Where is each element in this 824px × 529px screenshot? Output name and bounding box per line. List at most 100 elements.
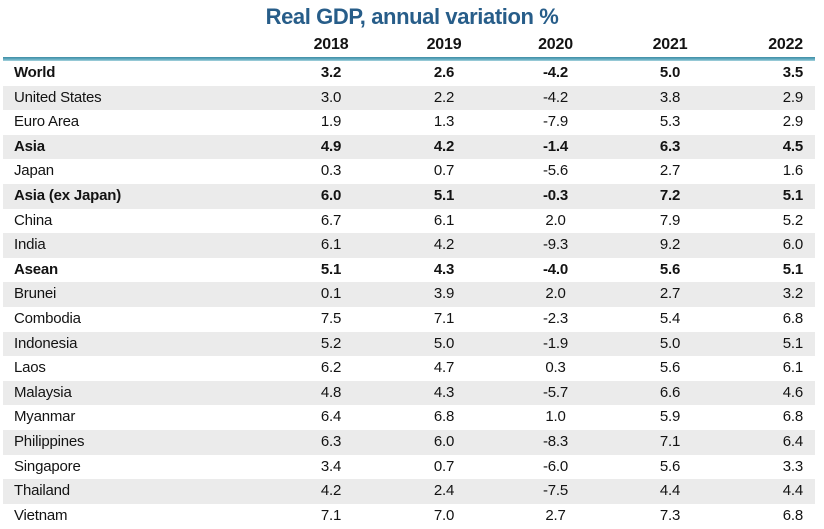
row-label: Combodia	[14, 309, 81, 327]
value-cell: 5.1	[782, 186, 803, 204]
value-cell: 6.1	[320, 236, 342, 254]
value-cell: 3.2	[320, 64, 342, 81]
value-cell: 6.3	[320, 432, 342, 450]
value-cell: 7.1	[433, 309, 455, 327]
value-cell: 6.8	[782, 506, 803, 524]
year-header-2019: 2019	[426, 36, 462, 53]
value-cell: 6.8	[782, 309, 803, 327]
value-cell: 6.0	[433, 432, 455, 450]
row-label: Laos	[14, 359, 46, 377]
table-row: Indonesia 5.2 5.0 -1.9 5.0 5.1	[3, 331, 815, 357]
value-cell: 5.1	[320, 260, 342, 278]
value-cell: -4.0	[542, 260, 569, 278]
value-cell: 5.1	[433, 186, 455, 204]
value-cell: 5.4	[659, 309, 681, 327]
year-header-2020: 2020	[538, 36, 573, 53]
value-cell: 5.1	[782, 334, 803, 352]
year-header-2021: 2021	[652, 36, 688, 53]
value-cell: 6.0	[320, 186, 342, 204]
value-cell: 6.4	[320, 408, 342, 426]
table-body: World 3.2 2.6 -4.2 5.0 3.5 United States…	[3, 61, 815, 528]
table-row: Combodia 7.5 7.1 -2.3 5.4 6.8	[3, 307, 815, 332]
value-cell: 3.8	[659, 88, 681, 106]
row-label: Myanmar	[14, 408, 76, 426]
value-cell: 4.8	[320, 383, 342, 401]
table-row: India 6.1 4.2 -9.3 9.2 6.0	[3, 233, 815, 258]
table-row: Malaysia 4.8 4.3 -5.7 6.6 4.6	[3, 380, 815, 406]
value-cell: 4.7	[433, 359, 455, 377]
value-cell: 6.8	[782, 408, 803, 426]
value-cell: 4.5	[782, 137, 803, 155]
table-row: Brunei 0.1 3.9 2.0 2.7 3.2	[3, 282, 815, 307]
value-cell: 4.9	[320, 137, 342, 155]
value-cell: -8.3	[542, 432, 569, 450]
row-label: United States	[14, 88, 102, 106]
value-cell: 2.7	[659, 162, 681, 180]
value-cell: 7.1	[659, 432, 681, 450]
row-label: World	[14, 64, 56, 81]
value-cell: 6.7	[320, 211, 342, 229]
row-label: Thailand	[14, 482, 70, 500]
value-cell: -5.7	[542, 383, 569, 401]
row-label: China	[14, 211, 53, 229]
value-cell: 1.3	[433, 113, 455, 131]
table-row: Asia 4.9 4.2 -1.4 6.3 4.5	[3, 134, 815, 160]
value-cell: 7.2	[659, 186, 681, 204]
value-cell: 0.3	[545, 359, 566, 377]
value-cell: 7.5	[320, 309, 342, 327]
value-cell: 0.3	[320, 162, 342, 180]
table-row: Vietnam 7.1 7.0 2.7 7.3 6.8	[3, 504, 815, 529]
value-cell: 3.2	[782, 285, 803, 303]
value-cell: 6.4	[782, 432, 803, 450]
value-cell: 5.6	[659, 260, 681, 278]
value-cell: 1.0	[545, 408, 566, 426]
value-cell: -7.9	[542, 113, 569, 131]
value-cell: 5.3	[659, 113, 681, 131]
row-label: Singapore	[14, 457, 81, 475]
row-label: Philippines	[14, 432, 85, 450]
value-cell: 5.6	[659, 359, 681, 377]
value-cell: 2.9	[782, 88, 803, 106]
value-cell: -7.5	[542, 482, 569, 500]
value-cell: 4.2	[320, 482, 342, 500]
value-cell: 9.2	[659, 236, 681, 254]
value-cell: 4.4	[782, 482, 803, 500]
table-row: Singapore 3.4 0.7 -6.0 5.6 3.3	[3, 455, 815, 480]
chart-title: Real GDP, annual variation %	[265, 4, 559, 29]
table-row: Philippines 6.3 6.0 -8.3 7.1 6.4	[3, 429, 815, 455]
value-cell: 6.6	[659, 383, 681, 401]
value-cell: 7.3	[659, 506, 681, 524]
value-cell: -5.6	[542, 162, 569, 180]
table-row: Laos 6.2 4.7 0.3 5.6 6.1	[3, 356, 815, 381]
value-cell: 5.2	[320, 334, 342, 352]
value-cell: 3.0	[320, 88, 342, 106]
row-label: India	[14, 236, 46, 254]
value-cell: -4.2	[542, 88, 569, 106]
value-cell: 5.0	[433, 334, 455, 352]
value-cell: 4.4	[659, 482, 681, 500]
value-cell: 4.3	[433, 260, 455, 278]
value-cell: -1.4	[542, 137, 569, 155]
value-cell: -4.2	[542, 64, 569, 81]
year-header-2018: 2018	[313, 36, 349, 53]
table-header-row: 2018 2019 2020 2021 2022	[3, 30, 815, 57]
value-cell: 4.3	[433, 383, 455, 401]
value-cell: 6.2	[320, 359, 342, 377]
value-cell: 0.7	[433, 162, 455, 180]
table-row: China 6.7 6.1 2.0 7.9 5.2	[3, 209, 815, 234]
value-cell: 0.1	[320, 285, 342, 303]
value-cell: 6.1	[782, 359, 803, 377]
value-cell: 4.2	[433, 236, 455, 254]
value-cell: 3.5	[782, 64, 803, 81]
value-cell: 2.7	[659, 285, 681, 303]
value-cell: 1.9	[320, 113, 342, 131]
value-cell: 4.2	[433, 137, 455, 155]
value-cell: -9.3	[542, 236, 569, 254]
value-cell: 2.7	[545, 506, 566, 524]
value-cell: 0.7	[433, 457, 455, 475]
table-row: Japan 0.3 0.7 -5.6 2.7 1.6	[3, 159, 815, 184]
value-cell: -6.0	[542, 457, 569, 475]
value-cell: 7.0	[433, 506, 455, 524]
year-header-2022: 2022	[768, 36, 803, 53]
value-cell: 3.4	[320, 457, 342, 475]
